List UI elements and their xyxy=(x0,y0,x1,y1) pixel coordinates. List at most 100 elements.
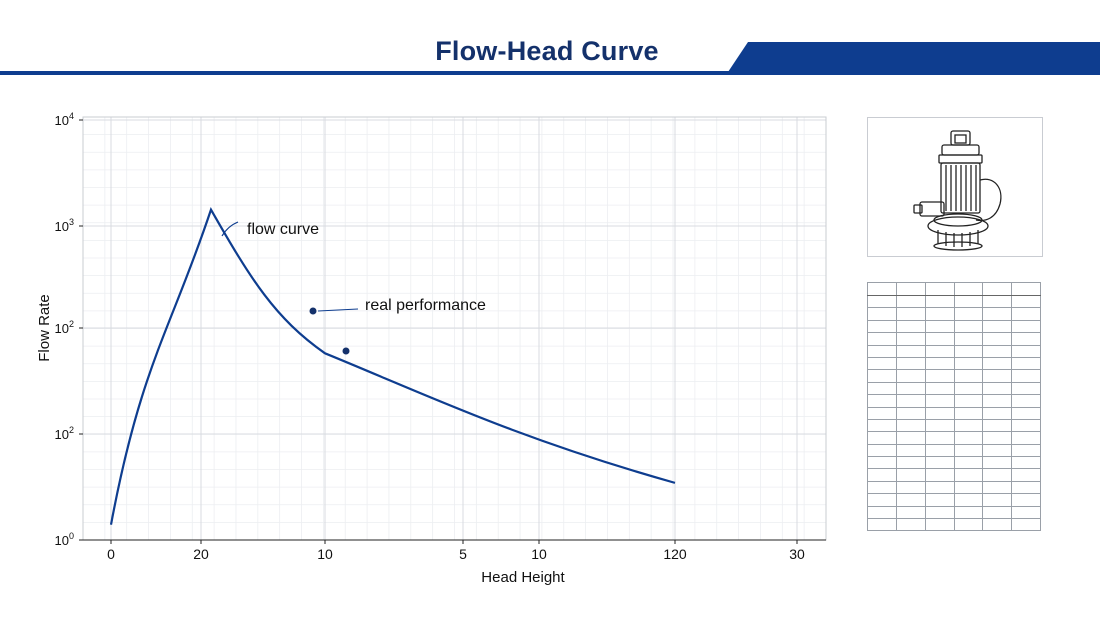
flow-head-chart: 0 20 10 5 10 120 30 100 102 102 103 104 flow curve… xyxy=(36,111,827,586)
spec-table-cell xyxy=(924,480,955,495)
spec-table-cell xyxy=(924,518,955,532)
header-rule xyxy=(0,71,740,75)
x-axis-label: Head Height xyxy=(481,569,565,586)
spec-table-cell xyxy=(953,294,984,309)
spec-table-cell xyxy=(953,332,984,346)
spec-table-cell xyxy=(1011,480,1041,495)
spec-table-row xyxy=(867,294,1041,309)
spec-table-cell xyxy=(1011,468,1041,482)
spec-table-cell xyxy=(867,294,897,309)
spec-table-cell xyxy=(867,493,897,507)
flow-curve-label: flow curve xyxy=(247,221,319,238)
header-accent-band xyxy=(726,42,1100,75)
spec-table-cell xyxy=(982,418,1013,433)
spec-table-cell xyxy=(924,493,955,507)
spec-table-cell xyxy=(1011,431,1041,445)
spec-table-cell xyxy=(867,307,897,321)
x-tick-label: 10 xyxy=(317,546,333,562)
real-performance-label: real performance xyxy=(365,297,486,314)
spec-table-cell xyxy=(867,381,897,396)
pump-image-panel xyxy=(867,117,1043,257)
spec-table-cell xyxy=(924,456,955,470)
page-title: Flow-Head Curve xyxy=(435,36,659,66)
spec-table-cell xyxy=(924,294,955,309)
spec-table-cell xyxy=(1011,493,1041,507)
spec-table-cell xyxy=(1011,418,1041,433)
spec-table-cell xyxy=(982,394,1013,408)
spec-table-row xyxy=(867,394,1041,408)
spec-table-cell xyxy=(896,319,926,334)
spec-table-cell xyxy=(867,394,897,408)
spec-table-cell xyxy=(953,344,984,358)
spec-table-cell xyxy=(1011,394,1041,408)
spec-table-cell xyxy=(953,394,984,408)
spec-table-cell xyxy=(896,431,926,445)
flow-curve-leader xyxy=(221,221,239,237)
spec-table-cell xyxy=(1011,307,1041,321)
spec-table-cell xyxy=(867,282,897,296)
spec-table-cell xyxy=(1011,369,1041,383)
spec-table-cell xyxy=(924,282,955,296)
spec-table-cell xyxy=(924,418,955,433)
spec-table-cell xyxy=(1011,505,1041,520)
spec-table-row xyxy=(867,431,1041,445)
spec-table-cell xyxy=(924,394,955,408)
spec-table-cell xyxy=(1011,282,1041,296)
spec-table-cell xyxy=(982,468,1013,482)
spec-table-row xyxy=(867,468,1041,482)
spec-table-cell xyxy=(896,344,926,358)
spec-table-cell xyxy=(953,480,984,495)
spec-table-cell xyxy=(924,468,955,482)
spec-table-cell xyxy=(896,332,926,346)
spec-table-cell xyxy=(953,319,984,334)
flow-curve-line xyxy=(109,206,676,525)
spec-table-cell xyxy=(1011,356,1041,371)
spec-table-cell xyxy=(896,381,926,396)
y-tick-label: 103 xyxy=(55,217,74,234)
spec-table-row xyxy=(867,505,1041,520)
y-tick-label: 102 xyxy=(55,425,74,442)
spec-table-cell xyxy=(1011,344,1041,358)
spec-table-cell xyxy=(1011,443,1041,458)
spec-table-cell xyxy=(953,356,984,371)
spec-table-cell xyxy=(953,431,984,445)
spec-table-cell xyxy=(896,369,926,383)
spec-table-cell xyxy=(982,505,1013,520)
spec-table-cell xyxy=(924,332,955,346)
spec-table-row xyxy=(867,319,1041,334)
spec-table-cell xyxy=(953,518,984,532)
spec-table-cell xyxy=(953,456,984,470)
spec-table-cell xyxy=(953,307,984,321)
y-tick-label: 100 xyxy=(55,531,74,548)
x-tick-label: 30 xyxy=(789,546,805,562)
spec-table-cell xyxy=(1011,294,1041,309)
spec-table-row xyxy=(867,443,1041,458)
spec-table-cell xyxy=(924,381,955,396)
spec-table-row xyxy=(867,344,1041,358)
spec-table-cell xyxy=(896,418,926,433)
spec-table-cell xyxy=(953,443,984,458)
real-performance-leader xyxy=(317,308,359,312)
spec-table-cell xyxy=(982,443,1013,458)
spec-table-row xyxy=(867,381,1041,396)
spec-table-cell xyxy=(982,369,1013,383)
spec-table-cell xyxy=(953,418,984,433)
spec-table-cell xyxy=(953,493,984,507)
spec-table-cell xyxy=(867,344,897,358)
spec-table-cell xyxy=(867,431,897,445)
spec-table-cell xyxy=(924,307,955,321)
spec-table-cell xyxy=(896,456,926,470)
spec-table-cell xyxy=(1011,332,1041,346)
spec-table-cell xyxy=(867,418,897,433)
spec-table-row xyxy=(867,282,1041,296)
spec-table-cell xyxy=(896,394,926,408)
spec-table-row xyxy=(867,369,1041,383)
y-axis-label: Flow Rate xyxy=(36,294,53,362)
spec-table-cell xyxy=(953,505,984,520)
spec-table-cell xyxy=(867,468,897,482)
spec-table-cell xyxy=(867,332,897,346)
spec-table-cell xyxy=(896,493,926,507)
spec-table-cell xyxy=(924,319,955,334)
spec-table-cell xyxy=(924,431,955,445)
spec-table-cell xyxy=(896,443,926,458)
